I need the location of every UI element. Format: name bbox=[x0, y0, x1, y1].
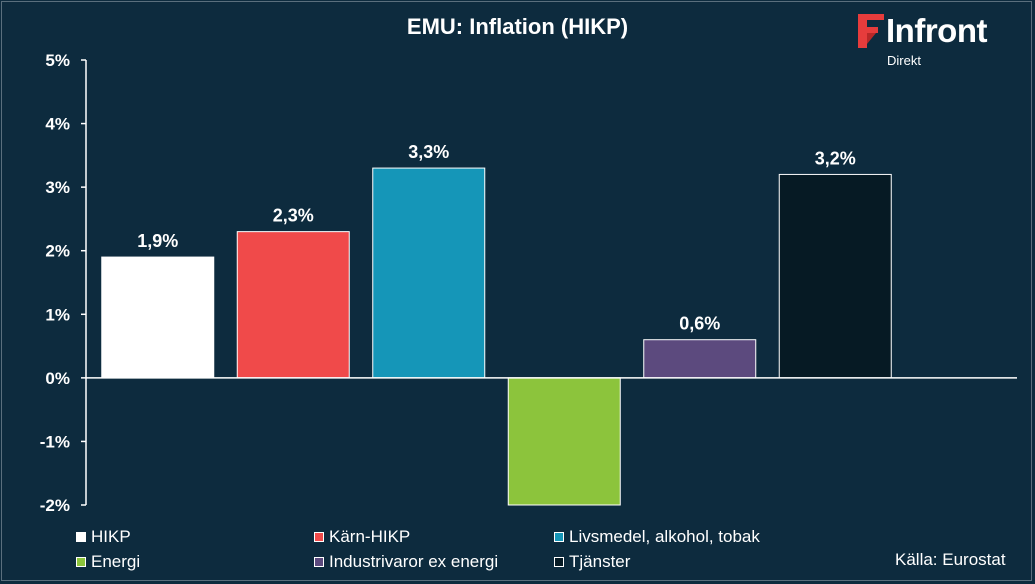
bar bbox=[643, 339, 757, 379]
legend-label: Energi bbox=[91, 552, 141, 571]
legend-item: Energi bbox=[76, 552, 140, 572]
legend-swatch bbox=[314, 532, 324, 542]
legend-swatch bbox=[554, 532, 564, 542]
data-label: 2,3% bbox=[273, 206, 314, 226]
legend-label: Industrivaror ex energi bbox=[329, 552, 499, 571]
logo-wordmark: Infront bbox=[886, 12, 987, 49]
bar bbox=[507, 377, 621, 506]
data-label: 3,2% bbox=[815, 148, 856, 168]
legend-label: Livsmedel, alkohol, tobak bbox=[569, 527, 760, 546]
data-label: 0,6% bbox=[679, 314, 720, 334]
legend-item: Livsmedel, alkohol, tobak bbox=[554, 527, 760, 547]
legend-item: Kärn-HIKP bbox=[314, 527, 410, 547]
legend-label: HIKP bbox=[91, 527, 131, 546]
legend-item: HIKP bbox=[76, 527, 131, 547]
chart-title: EMU: Inflation (HIKP) bbox=[406, 14, 629, 39]
y-tick-label: 4% bbox=[45, 115, 70, 134]
y-tick-label: 1% bbox=[45, 305, 70, 324]
y-tick-label: -2% bbox=[40, 496, 70, 515]
bar bbox=[372, 167, 486, 379]
legend-item: Tjänster bbox=[554, 552, 630, 572]
infront-logo: Infront Direkt bbox=[858, 12, 1018, 68]
y-tick-label: 5% bbox=[45, 51, 70, 70]
data-label: 1,9% bbox=[137, 231, 178, 251]
legend-label: Kärn-HIKP bbox=[329, 527, 411, 546]
legend-swatch bbox=[76, 557, 86, 567]
data-label: 3,3% bbox=[408, 142, 449, 162]
legend-swatch bbox=[314, 557, 324, 567]
y-tick-label: 2% bbox=[45, 242, 70, 261]
y-tick-label: -1% bbox=[40, 432, 70, 451]
legend: HIKP Kärn-HIKP Livsmedel, alkohol, tobak En… bbox=[76, 527, 776, 579]
source-note: Källa: Eurostat bbox=[895, 550, 1006, 569]
logo-subtitle: Direkt bbox=[887, 53, 921, 68]
bar bbox=[101, 256, 215, 379]
legend-label: Tjänster bbox=[569, 552, 631, 571]
legend-swatch bbox=[554, 557, 564, 567]
legend-swatch bbox=[76, 532, 86, 542]
bar bbox=[778, 173, 892, 379]
y-tick-label: 0% bbox=[45, 369, 70, 388]
bar bbox=[236, 231, 350, 379]
infront-logo-mark bbox=[858, 14, 884, 48]
y-tick-label: 3% bbox=[45, 178, 70, 197]
legend-item: Industrivaror ex energi bbox=[314, 552, 498, 572]
